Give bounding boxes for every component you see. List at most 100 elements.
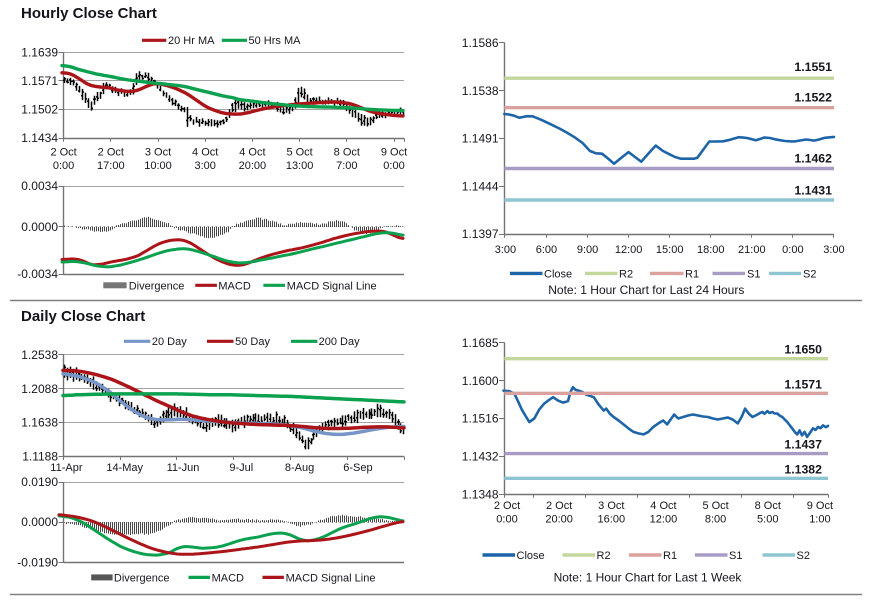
svg-text:14-May: 14-May [106, 462, 143, 474]
svg-text:6-Sep: 6-Sep [343, 462, 372, 474]
svg-text:16:00: 16:00 [598, 513, 626, 525]
svg-text:-0.0034: -0.0034 [17, 267, 58, 281]
svg-text:9 Oct: 9 Oct [807, 500, 833, 512]
svg-text:1.1650: 1.1650 [784, 343, 822, 357]
svg-text:Note: 1 Hour Chart for Last 1: Note: 1 Hour Chart for Last 1 Week [554, 571, 743, 585]
svg-text:R2: R2 [619, 268, 633, 280]
svg-text:1.1462: 1.1462 [794, 152, 832, 166]
svg-text:3:00: 3:00 [823, 244, 844, 256]
svg-text:Divergence: Divergence [129, 280, 185, 292]
svg-text:8 Oct: 8 Oct [334, 146, 360, 158]
svg-text:1.1551: 1.1551 [794, 60, 832, 74]
svg-text:200 Day: 200 Day [319, 336, 360, 348]
svg-text:0.0034: 0.0034 [21, 179, 58, 193]
svg-text:1.1516: 1.1516 [462, 412, 499, 426]
svg-text:1.1538: 1.1538 [462, 84, 499, 98]
svg-text:3:00: 3:00 [194, 160, 215, 172]
svg-text:R2: R2 [597, 550, 611, 562]
svg-text:12:00: 12:00 [650, 513, 678, 525]
svg-text:0.0190: 0.0190 [21, 475, 58, 489]
svg-text:1.1522: 1.1522 [794, 91, 832, 105]
svg-text:1.1397: 1.1397 [462, 227, 499, 241]
svg-text:Divergence: Divergence [114, 573, 170, 585]
svg-text:4 Oct: 4 Oct [239, 146, 265, 158]
svg-text:3 Oct: 3 Oct [598, 500, 624, 512]
svg-text:1.2538: 1.2538 [21, 348, 58, 362]
svg-text:1.1432: 1.1432 [462, 449, 499, 463]
svg-text:50 Day: 50 Day [235, 336, 270, 348]
svg-text:1.1571: 1.1571 [784, 378, 822, 392]
svg-text:18:00: 18:00 [697, 244, 725, 256]
svg-text:2 Oct: 2 Oct [546, 500, 572, 512]
svg-text:1.1639: 1.1639 [21, 45, 58, 59]
svg-text:3:00: 3:00 [495, 244, 516, 256]
svg-text:5 Oct: 5 Oct [702, 500, 728, 512]
svg-text:5 Oct: 5 Oct [286, 146, 312, 158]
svg-text:MACD: MACD [212, 573, 244, 585]
svg-text:1.1638: 1.1638 [21, 416, 58, 430]
svg-text:2 Oct: 2 Oct [50, 146, 76, 158]
svg-text:50 Hrs MA: 50 Hrs MA [249, 35, 302, 47]
svg-text:1.1502: 1.1502 [21, 103, 58, 117]
svg-text:1.1571: 1.1571 [21, 74, 58, 88]
svg-text:S2: S2 [797, 550, 810, 562]
svg-text:0.0000: 0.0000 [21, 220, 58, 234]
svg-text:1.1600: 1.1600 [462, 374, 499, 388]
svg-text:4 Oct: 4 Oct [650, 500, 676, 512]
svg-text:9-Jul: 9-Jul [229, 462, 253, 474]
svg-text:7:00: 7:00 [336, 160, 357, 172]
svg-text:20 Hr MA: 20 Hr MA [168, 35, 215, 47]
svg-text:1:00: 1:00 [809, 513, 830, 525]
svg-text:3 Oct: 3 Oct [145, 146, 171, 158]
svg-text:8-Aug: 8-Aug [285, 462, 314, 474]
svg-text:1.2088: 1.2088 [21, 382, 58, 396]
svg-text:1.1685: 1.1685 [462, 336, 499, 350]
svg-text:1.1348: 1.1348 [462, 487, 499, 501]
svg-text:1.1382: 1.1382 [784, 463, 822, 477]
svg-text:2 Oct: 2 Oct [98, 146, 124, 158]
svg-text:1.1437: 1.1437 [784, 438, 822, 452]
svg-text:9 Oct: 9 Oct [381, 146, 407, 158]
svg-text:Close: Close [544, 268, 572, 280]
svg-text:20:00: 20:00 [545, 513, 573, 525]
svg-text:6:00: 6:00 [536, 244, 557, 256]
svg-text:15:00: 15:00 [656, 244, 684, 256]
svg-text:-0.0190: -0.0190 [17, 556, 58, 570]
svg-text:Close: Close [517, 550, 545, 562]
svg-text:11-Jun: 11-Jun [167, 462, 200, 474]
svg-text:0:00: 0:00 [383, 160, 404, 172]
svg-text:8 Oct: 8 Oct [755, 500, 781, 512]
svg-text:Hourly Close Chart: Hourly Close Chart [21, 5, 157, 22]
svg-text:0:00: 0:00 [496, 513, 517, 525]
svg-text:1.1586: 1.1586 [462, 36, 499, 50]
svg-text:R1: R1 [663, 550, 677, 562]
svg-text:S1: S1 [747, 268, 760, 280]
svg-text:1.1491: 1.1491 [462, 132, 499, 146]
svg-text:R1: R1 [685, 268, 699, 280]
svg-text:1.1188: 1.1188 [22, 450, 58, 464]
svg-text:4 Oct: 4 Oct [192, 146, 218, 158]
svg-text:S1: S1 [729, 550, 742, 562]
svg-text:11-Apr: 11-Apr [50, 462, 83, 474]
svg-text:0:00: 0:00 [53, 160, 74, 172]
svg-text:1.1444: 1.1444 [462, 179, 499, 193]
svg-text:9:00: 9:00 [577, 244, 598, 256]
svg-text:S2: S2 [803, 268, 816, 280]
svg-text:8:00: 8:00 [705, 513, 726, 525]
svg-text:MACD Signal Line: MACD Signal Line [286, 573, 376, 585]
svg-text:MACD Signal Line: MACD Signal Line [287, 280, 377, 292]
svg-text:MACD: MACD [218, 280, 250, 292]
svg-text:5:00: 5:00 [757, 513, 778, 525]
svg-text:12:00: 12:00 [615, 244, 643, 256]
svg-text:1.1434: 1.1434 [21, 131, 58, 145]
svg-text:Daily Close Chart: Daily Close Chart [21, 308, 145, 325]
svg-text:10:00: 10:00 [144, 160, 172, 172]
svg-text:13:00: 13:00 [286, 160, 314, 172]
svg-text:0.0000: 0.0000 [21, 515, 58, 529]
svg-text:20:00: 20:00 [239, 160, 267, 172]
svg-text:0:00: 0:00 [782, 244, 803, 256]
svg-text:17:00: 17:00 [97, 160, 125, 172]
svg-text:2 Oct: 2 Oct [494, 500, 520, 512]
svg-text:1.1431: 1.1431 [794, 184, 832, 198]
svg-text:21:00: 21:00 [738, 244, 766, 256]
